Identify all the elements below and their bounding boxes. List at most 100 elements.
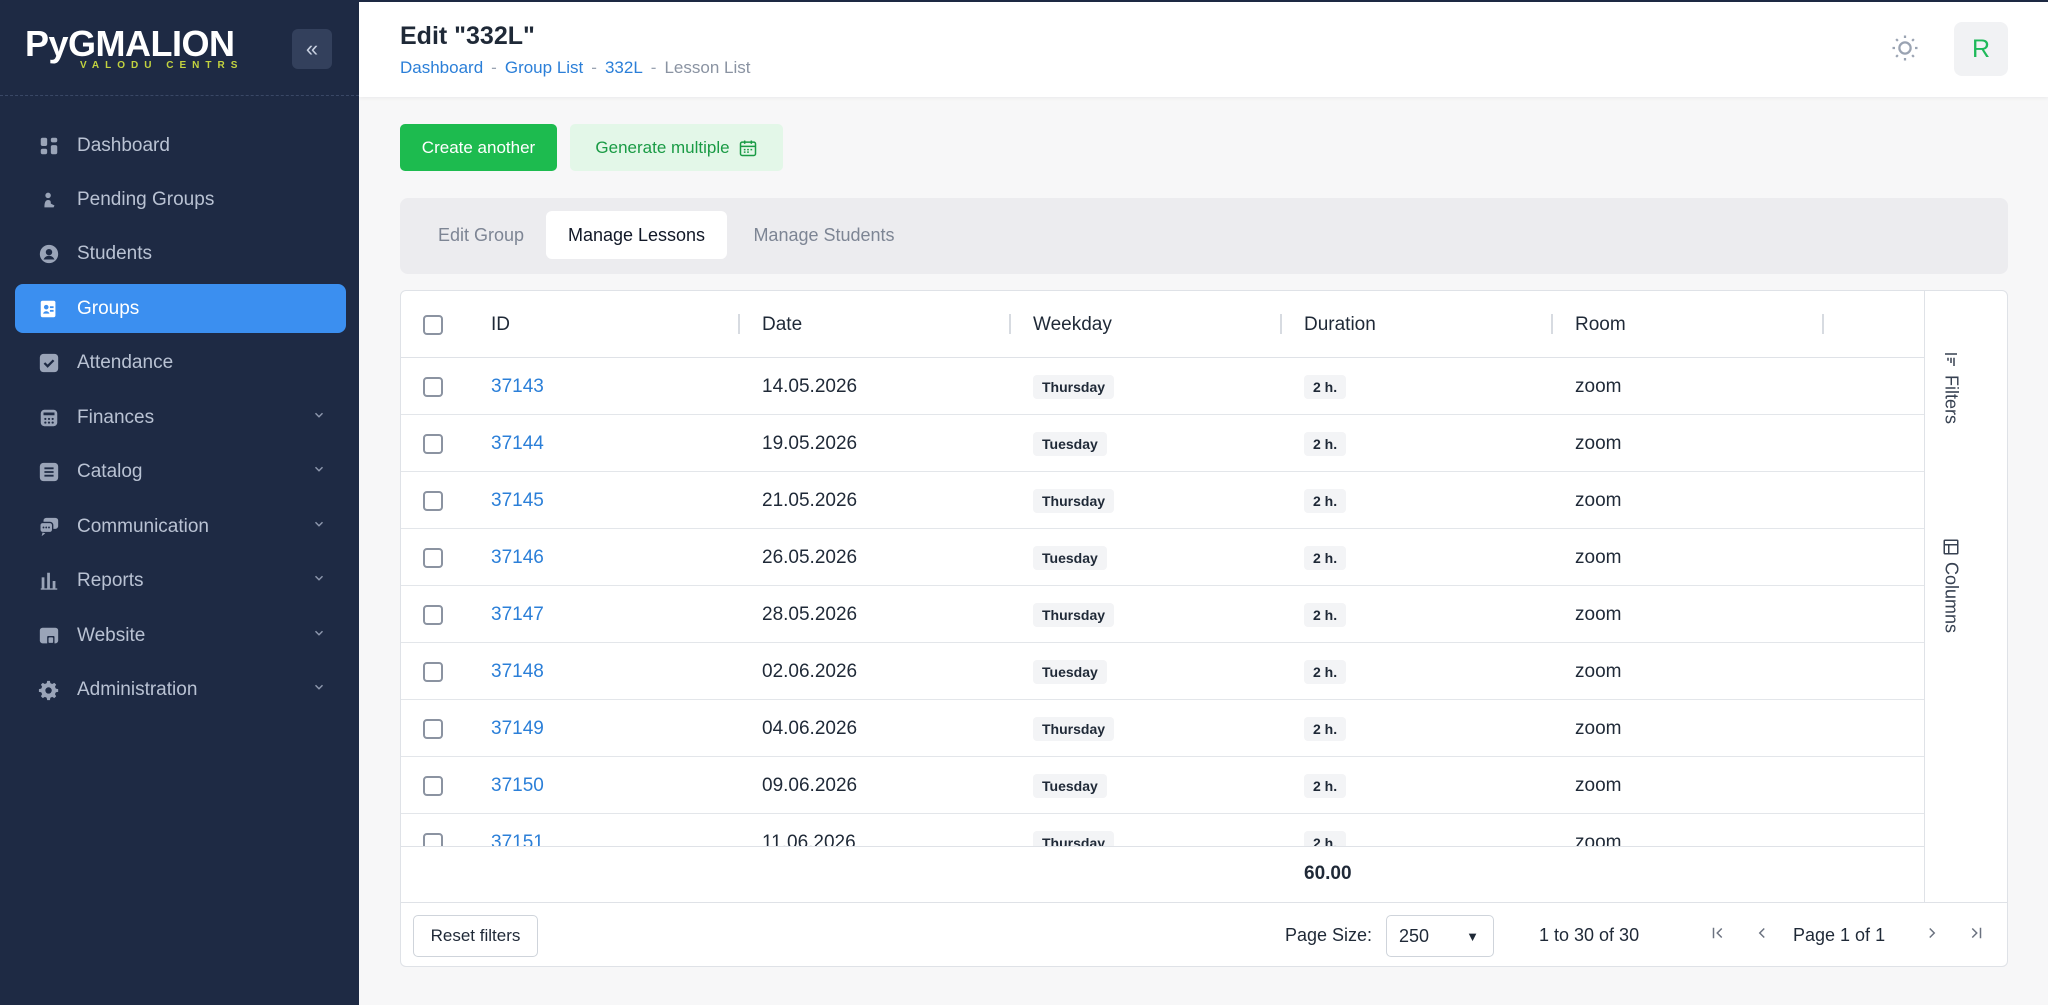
table-row[interactable]: 37143 14.05.2026 Thursday 2 h. zoom — [401, 358, 1924, 415]
lesson-date: 14.05.2026 — [762, 375, 858, 397]
previous-page-button[interactable] — [1750, 921, 1774, 945]
select-all-checkbox[interactable] — [423, 291, 443, 358]
row-checkbox[interactable] — [423, 643, 443, 700]
lesson-date: 28.05.2026 — [762, 603, 858, 625]
column-header-weekday[interactable]: Weekday — [1033, 313, 1112, 335]
duration-badge: 2 h. — [1304, 374, 1347, 399]
sidebar-item-catalog[interactable]: Catalog — [15, 447, 346, 496]
lesson-id-link[interactable]: 37148 — [491, 660, 544, 682]
first-page-button[interactable] — [1706, 921, 1730, 945]
table-row[interactable]: 37146 26.05.2026 Tuesday 2 h. zoom — [401, 529, 1924, 586]
table-row[interactable]: 37150 09.06.2026 Tuesday 2 h. zoom — [401, 757, 1924, 814]
lesson-id-link[interactable]: 37144 — [491, 432, 544, 454]
theme-toggle-button[interactable] — [1890, 33, 1920, 63]
duration-badge: 2 h. — [1304, 488, 1347, 513]
tab-edit-group[interactable]: Edit Group — [437, 224, 525, 245]
lesson-id-link[interactable]: 37147 — [491, 603, 544, 625]
reset-filters-button[interactable]: Reset filters — [413, 915, 538, 957]
column-resize-handle[interactable] — [1551, 314, 1553, 334]
create-another-button[interactable]: Create another — [400, 124, 557, 171]
tab-manage-students[interactable]: Manage Students — [753, 224, 895, 245]
tab-bar: Edit Group Manage Lessons Manage Student… — [400, 198, 2008, 274]
duration-cell: 2 h. — [1304, 643, 1347, 700]
lesson-id-link[interactable]: 37143 — [491, 375, 544, 397]
weekday-badge: Tuesday — [1033, 773, 1107, 798]
sidebar: PyGMALION VALODU CENTRS « Dashboard Pendi… — [0, 0, 359, 1005]
page-size-select[interactable]: 250 ▼ — [1386, 915, 1494, 957]
sidebar-item-label: Communication — [77, 515, 209, 537]
calculator-icon — [37, 406, 61, 430]
collapse-sidebar-button[interactable]: « — [292, 29, 332, 69]
lesson-date: 09.06.2026 — [762, 774, 858, 796]
table-row[interactable]: 37148 02.06.2026 Tuesday 2 h. zoom — [401, 643, 1924, 700]
column-header-id[interactable]: ID — [491, 313, 510, 335]
first-page-icon — [1712, 927, 1723, 939]
lesson-id-link[interactable]: 37150 — [491, 774, 544, 796]
column-resize-handle[interactable] — [1822, 314, 1824, 334]
sidebar-item-label: Students — [77, 242, 152, 264]
row-checkbox[interactable] — [423, 358, 443, 415]
column-header-room[interactable]: Room — [1575, 313, 1626, 335]
table-row[interactable]: 37147 28.05.2026 Thursday 2 h. zoom — [401, 586, 1924, 643]
row-checkbox[interactable] — [423, 700, 443, 757]
sidebar-item-website[interactable]: Website — [15, 611, 346, 660]
duration-cell: 2 h. — [1304, 757, 1347, 814]
duration-cell: 2 h. — [1304, 529, 1347, 586]
sidebar-item-groups[interactable]: Groups — [15, 284, 346, 333]
filters-tab[interactable]: Filters — [1939, 351, 1963, 424]
table-row[interactable]: 37149 04.06.2026 Thursday 2 h. zoom — [401, 700, 1924, 757]
breadcrumb-separator: - — [650, 58, 657, 77]
column-header-duration[interactable]: Duration — [1304, 313, 1376, 335]
sidebar-item-students[interactable]: Students — [15, 229, 346, 278]
breadcrumb-group[interactable]: 332L — [604, 58, 643, 77]
breadcrumb-group-list[interactable]: Group List — [504, 58, 584, 77]
list-icon — [37, 460, 61, 484]
sidebar-item-dashboard[interactable]: Dashboard — [15, 121, 346, 170]
duration-badge: 2 h. — [1304, 716, 1347, 741]
avatar[interactable]: R — [1954, 22, 2008, 76]
row-checkbox[interactable] — [423, 757, 443, 814]
sidebar-item-attendance[interactable]: Attendance — [15, 338, 346, 387]
lesson-id-link[interactable]: 37146 — [491, 546, 544, 568]
sidebar-item-communication[interactable]: Communication — [15, 502, 346, 551]
sun-icon — [1892, 35, 1918, 61]
tab-manage-lessons[interactable]: Manage Lessons — [546, 211, 727, 259]
lesson-id-link[interactable]: 37145 — [491, 489, 544, 511]
sidebar-item-reports[interactable]: Reports — [15, 556, 346, 605]
lesson-id-link[interactable]: 37151 — [491, 831, 544, 847]
last-page-button[interactable] — [1964, 921, 1988, 945]
duration-cell: 2 h. — [1304, 358, 1347, 415]
sidebar-item-administration[interactable]: Administration — [15, 665, 346, 714]
dashboard-icon — [37, 134, 61, 158]
weekday-cell: Thursday — [1033, 586, 1115, 643]
logo[interactable]: PyGMALION VALODU CENTRS — [25, 24, 243, 72]
row-checkbox[interactable] — [423, 814, 443, 846]
sidebar-item-finances[interactable]: Finances — [15, 393, 346, 442]
sidebar-item-pending-groups[interactable]: Pending Groups — [15, 175, 346, 224]
lesson-id-link[interactable]: 37149 — [491, 717, 544, 739]
columns-tab[interactable]: Columns — [1939, 538, 1963, 633]
column-resize-handle[interactable] — [1009, 314, 1011, 334]
calendar-icon — [739, 140, 756, 156]
table-row[interactable]: 37151 11.06.2026 Thursday 2 h. zoom — [401, 814, 1924, 846]
lesson-date: 04.06.2026 — [762, 717, 858, 739]
row-checkbox[interactable] — [423, 529, 443, 586]
row-checkbox[interactable] — [423, 472, 443, 529]
column-header-date[interactable]: Date — [762, 313, 803, 335]
generate-multiple-button[interactable]: Generate multiple — [570, 124, 783, 171]
checkbox-box — [423, 433, 443, 454]
weekday-cell: Tuesday — [1033, 643, 1107, 700]
next-page-button[interactable] — [1920, 921, 1944, 945]
row-checkbox[interactable] — [423, 586, 443, 643]
weekday-cell: Tuesday — [1033, 415, 1107, 472]
sidebar-item-label: Administration — [77, 678, 198, 700]
lesson-date: 21.05.2026 — [762, 489, 858, 511]
table-row[interactable]: 37145 21.05.2026 Thursday 2 h. zoom — [401, 472, 1924, 529]
breadcrumb-dashboard[interactable]: Dashboard — [400, 58, 484, 77]
checkbox-box — [423, 376, 443, 397]
column-resize-handle[interactable] — [738, 314, 740, 334]
column-resize-handle[interactable] — [1280, 314, 1282, 334]
row-checkbox[interactable] — [423, 415, 443, 472]
table-row[interactable]: 37144 19.05.2026 Tuesday 2 h. zoom — [401, 415, 1924, 472]
